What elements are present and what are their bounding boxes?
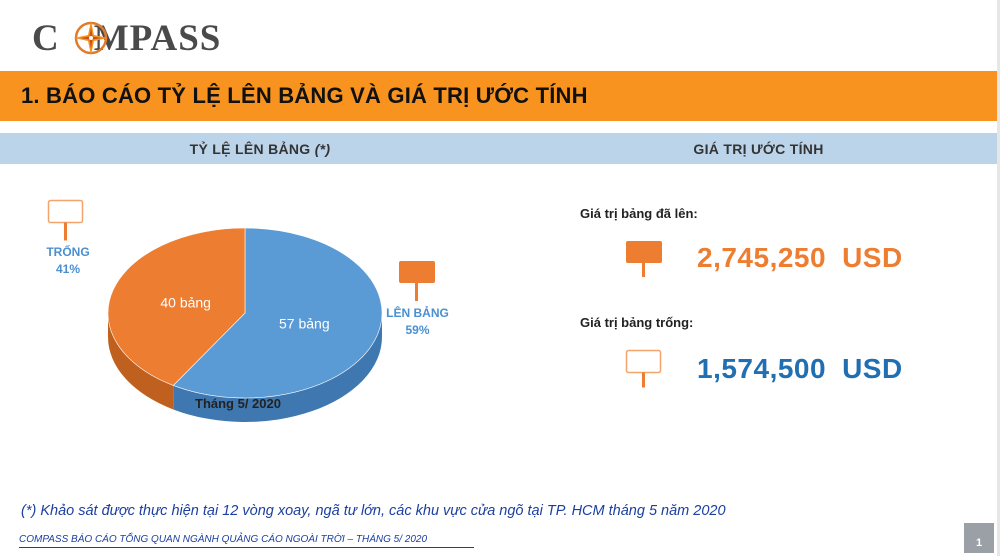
section-title-bar: 1. BÁO CÁO TỶ LỆ LÊN BẢNG VÀ GIÁ TRỊ ƯỚC… [0,71,997,121]
pie-slice-label-1: 40 bảng [160,295,211,311]
used-slice-percent: 59% [405,323,430,337]
empty-value-billboard-icon [625,349,662,388]
survey-footnote: (*) Khảo sát được thực hiện tại 12 vòng … [21,503,726,519]
used-amount-number: 2,745,250 [697,242,827,273]
pie-side-1-0 [108,313,174,410]
used-billboard-icon [399,261,435,301]
empty-billboard-icon [47,199,84,241]
page-number: 1 [964,523,994,553]
pie-chart: 57 bảng 40 bảng [107,227,383,422]
used-slice-name: LÊN BẢNG [386,306,449,320]
used-value-caption: Giá trị bảng đã lên: [580,206,698,221]
logo-text-right: MPASS [93,17,222,59]
left-header-text: TỶ LỆ LÊN BẢNG [189,140,315,157]
section-title: 1. BÁO CÁO TỶ LỆ LÊN BẢNG VÀ GIÁ TRỊ ƯỚC… [21,83,588,108]
column-header-strip [0,133,997,164]
empty-slice-percent: 41% [55,262,81,276]
right-column-header: GIÁ TRỊ ƯỚC TÍNH [693,140,824,157]
compass-rose-icon [74,21,108,55]
empty-value-caption: Giá trị bảng trống: [580,315,694,330]
used-value-amount: 2,745,250 USD [697,242,903,274]
empty-legend-label: TRỐNG 41% [38,244,98,278]
left-header-note: (*) [314,140,331,157]
empty-slice-name: TRỐNG [46,245,90,259]
empty-value-amount: 1,574,500 USD [697,353,903,385]
used-value-billboard-icon [626,241,662,277]
pie-slice-0 [172,227,383,399]
pie-slice-label-0: 57 bảng [279,315,330,331]
logo-text-left: C [32,17,60,59]
footer-underline [19,547,474,548]
chart-month-label: Tháng 5/ 2020 [195,396,281,411]
empty-amount-unit: USD [842,353,903,384]
used-legend-label: LÊN BẢNG 59% [380,305,455,339]
empty-amount-number: 1,574,500 [697,353,827,384]
used-amount-unit: USD [842,242,903,273]
compass-logo: C MPASS [32,17,222,59]
pie-side-0-0 [173,313,382,422]
pie-group: 57 bảng 40 bảng [107,227,383,422]
footer-text: COMPASS BÁO CÁO TỔNG QUAN NGÀNH QUẢNG CÁ… [19,534,428,545]
left-column-header: TỶ LỆ LÊN BẢNG (*) [0,133,520,164]
pie-slice-1 [107,227,246,386]
slide-edge [997,0,1000,556]
